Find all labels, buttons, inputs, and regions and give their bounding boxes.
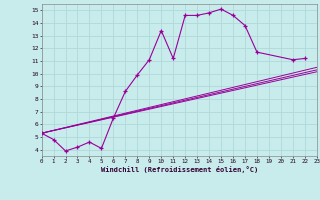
- X-axis label: Windchill (Refroidissement éolien,°C): Windchill (Refroidissement éolien,°C): [100, 166, 258, 173]
